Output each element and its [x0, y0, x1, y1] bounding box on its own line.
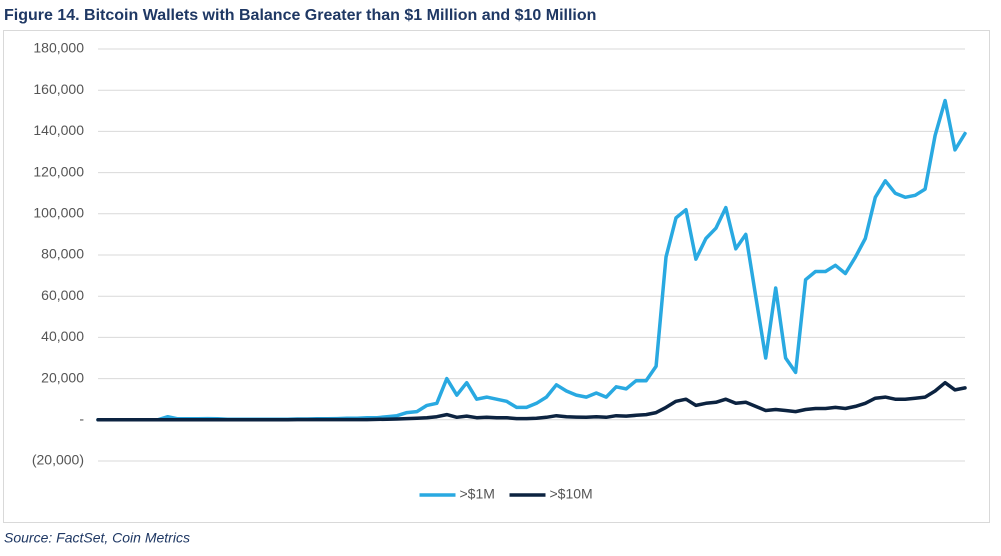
- chart-title: Figure 14. Bitcoin Wallets with Balance …: [4, 7, 596, 24]
- series-line: [96, 98, 967, 422]
- y-tick-label: 100,000: [33, 205, 84, 221]
- y-tick-label: 120,000: [33, 163, 84, 179]
- y-tick-label: (20,000): [32, 452, 84, 468]
- y-tick-label: 20,000: [41, 369, 84, 385]
- legend-label: >$1M: [460, 486, 495, 502]
- y-tick-label: 140,000: [33, 122, 84, 138]
- chart-frame: [3, 30, 990, 523]
- y-tick-label: -: [79, 411, 84, 427]
- y-tick-label: 80,000: [41, 246, 84, 262]
- y-tick-label: 180,000: [33, 40, 84, 56]
- legend-label: >$10M: [550, 486, 593, 502]
- y-tick-label: 160,000: [33, 81, 84, 97]
- y-tick-label: 40,000: [41, 328, 84, 344]
- source-note: Source: FactSet, Coin Metrics: [4, 530, 190, 546]
- series-line: [96, 380, 967, 422]
- y-tick-label: 60,000: [41, 287, 84, 303]
